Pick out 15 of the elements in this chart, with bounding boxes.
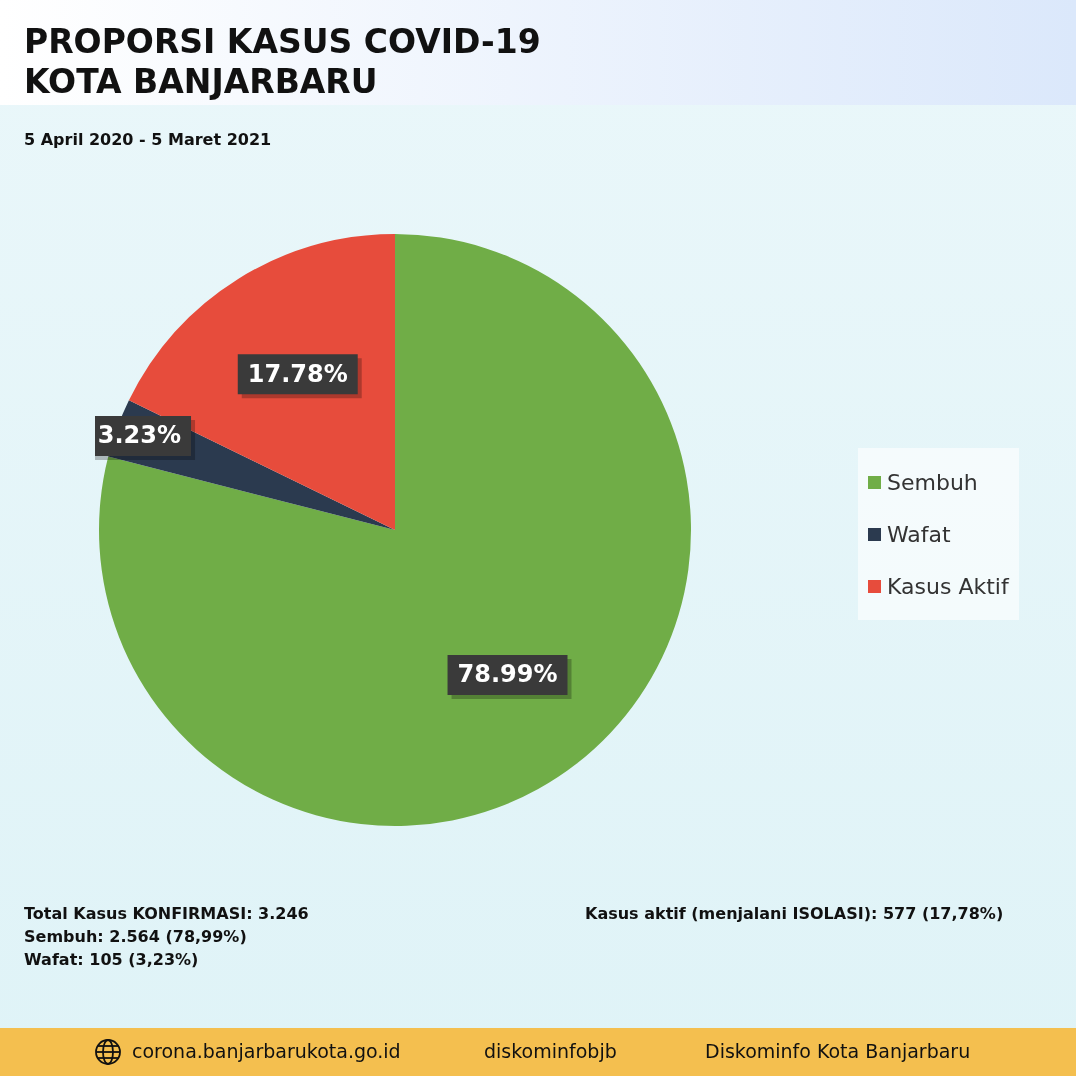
data-label: 17.78% — [247, 359, 348, 388]
text: Diskominfo Kota Banjarbaru — [705, 1040, 971, 1062]
text: corona.banjarbarukota.go.id — [132, 1040, 401, 1062]
chart-title: PROPORSI KASUS COVID-19 KOTA BANJARBARU — [24, 22, 542, 102]
text: diskominfobjb — [484, 1040, 617, 1062]
legend-label: Kasus Aktif — [887, 573, 1009, 599]
text: Kasus aktif (menjalani ISOLASI): 577 (17,78%) — [585, 903, 1004, 925]
legend-label: Wafat — [887, 521, 951, 547]
chart-subtitle: 5 April 2020 - 5 Maret 2021 — [24, 130, 272, 149]
data-label: 78.99% — [457, 660, 558, 689]
text: Total Kasus KONFIRMASI: 3.246 — [24, 903, 309, 925]
legend-label: Sembuh — [887, 469, 978, 495]
text: Sembuh: 2.564 (78,99%) — [24, 926, 247, 948]
text: Wafat: 105 (3,23%) — [24, 949, 199, 971]
data-label: 3.23% — [97, 421, 182, 450]
